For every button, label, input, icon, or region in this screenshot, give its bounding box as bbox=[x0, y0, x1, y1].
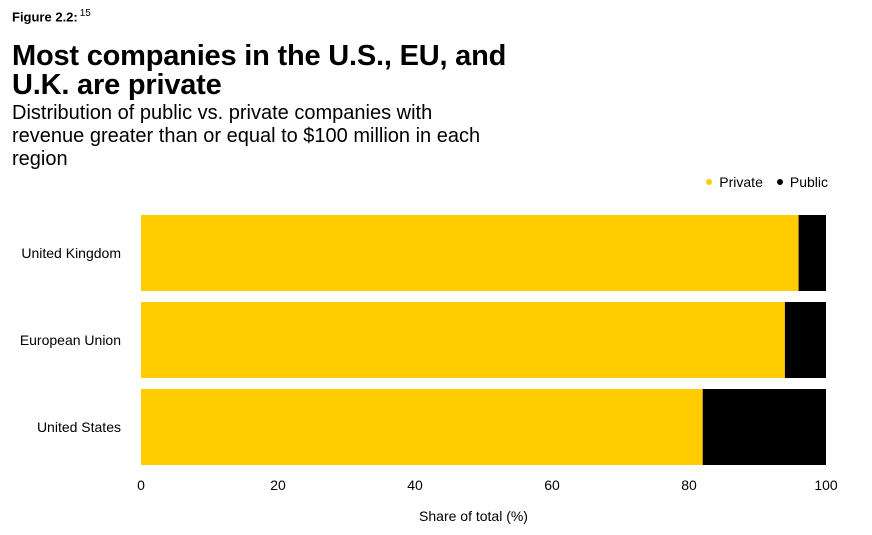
x-tick-label: 100 bbox=[814, 477, 838, 493]
x-tick-label: 20 bbox=[270, 477, 286, 493]
x-tick-label: 40 bbox=[407, 477, 423, 493]
legend-label-public: Public bbox=[789, 174, 828, 190]
legend: Private Public bbox=[706, 174, 828, 190]
category-label: United States bbox=[37, 419, 121, 435]
legend-item-private: Private bbox=[706, 174, 763, 190]
category-label: European Union bbox=[20, 332, 121, 348]
bar-united-kingdom-public bbox=[798, 215, 826, 291]
bar-european-union-public bbox=[784, 302, 826, 378]
figure-label: Figure 2.2: 15 bbox=[12, 8, 91, 25]
chart-subtitle: Distribution of public vs. private compa… bbox=[12, 102, 481, 170]
legend-label-private: Private bbox=[719, 174, 763, 190]
legend-swatch-private bbox=[706, 179, 713, 185]
bar-united-states-public bbox=[702, 389, 826, 465]
footnote-ref: 15 bbox=[79, 8, 91, 19]
legend-item-public: Public bbox=[776, 174, 828, 190]
x-tick-label: 60 bbox=[544, 477, 560, 493]
bar-united-kingdom-private bbox=[141, 215, 799, 291]
x-tick-label: 80 bbox=[681, 477, 697, 493]
legend-swatch-public bbox=[776, 179, 783, 185]
bar-united-states-private bbox=[141, 389, 703, 465]
chart-title: Most companies in the U.S., EU, and U.K.… bbox=[12, 40, 507, 101]
x-axis-label: Share of total (%) bbox=[419, 508, 528, 524]
bar-european-union-private bbox=[141, 302, 785, 378]
category-label: United Kingdom bbox=[21, 245, 121, 261]
x-tick-label: 0 bbox=[137, 477, 145, 493]
